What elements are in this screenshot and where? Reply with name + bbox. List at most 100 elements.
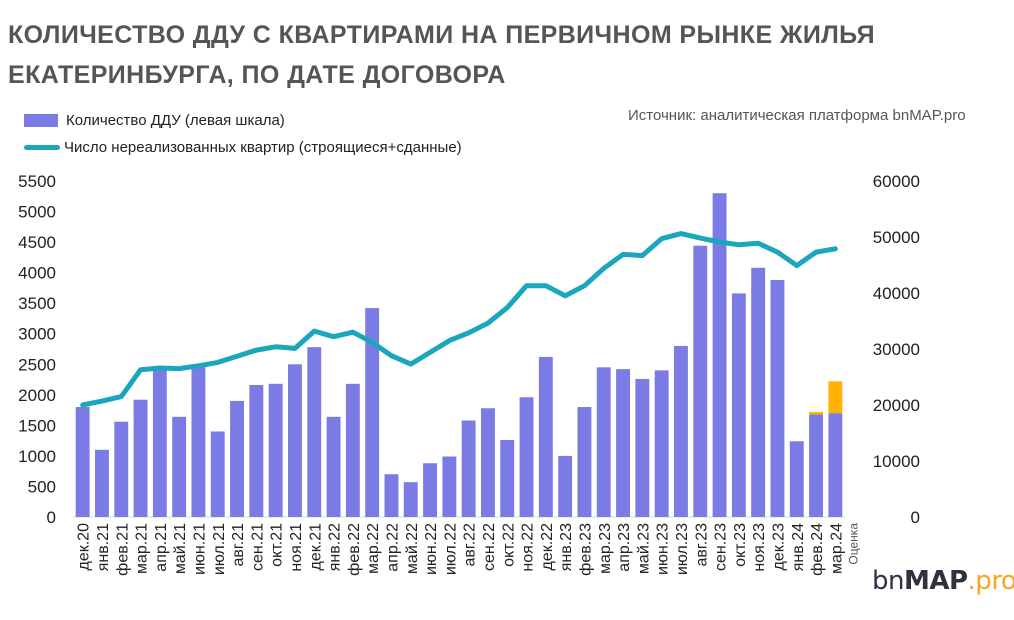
x-tick-label: июн.22 bbox=[423, 523, 440, 575]
x-tick-label: янв.22 bbox=[327, 523, 344, 571]
legend-item-unsold: Число нереализованных квартир (строящиес… bbox=[24, 139, 462, 156]
x-tick-label: дек.23 bbox=[770, 523, 787, 571]
bar-estimate bbox=[828, 381, 843, 414]
x-tick-label: июн.21 bbox=[191, 523, 208, 575]
bar-contracts bbox=[558, 455, 573, 517]
legend-line-swatch bbox=[24, 145, 60, 150]
bar-estimate bbox=[809, 411, 823, 415]
bar-contracts bbox=[365, 308, 380, 517]
y-right-tick-label: 50000 bbox=[873, 228, 920, 247]
bar-contracts bbox=[326, 416, 341, 517]
y-left-tick-label: 0 bbox=[47, 508, 56, 527]
chart-title-line-2: ЕКАТЕРИНБУРГА, ПО ДАТЕ ДОГОВОРА bbox=[8, 61, 506, 89]
bar-contracts bbox=[654, 370, 669, 517]
bar-contracts bbox=[114, 421, 129, 517]
x-tick-label: май.22 bbox=[404, 523, 421, 574]
x-tick-label: апр.21 bbox=[153, 523, 170, 572]
legend-bar-swatch bbox=[24, 114, 58, 127]
y-left-tick-label: 2500 bbox=[18, 355, 56, 374]
y-left-tick-label: 4500 bbox=[18, 233, 56, 252]
x-tick-label: июл.22 bbox=[442, 523, 459, 575]
bar-contracts bbox=[770, 279, 785, 517]
bar-contracts bbox=[538, 356, 553, 517]
logo-suffix: .pro bbox=[967, 566, 1014, 596]
x-tick-label: мар.23 bbox=[597, 523, 614, 574]
x-tick-label: ноя.21 bbox=[288, 523, 305, 572]
legend-unsold-label: Число нереализованных квартир (строящиес… bbox=[64, 139, 462, 156]
y-right-tick-label: 40000 bbox=[873, 284, 920, 303]
bar-contracts bbox=[423, 463, 437, 517]
x-tick-label: окт.21 bbox=[269, 523, 286, 567]
bar-contracts bbox=[616, 369, 630, 517]
x-tick-label: сен.22 bbox=[481, 523, 498, 571]
bar-contracts bbox=[210, 431, 225, 517]
bar-contracts bbox=[403, 482, 418, 517]
bar-contracts bbox=[751, 267, 766, 517]
x-tick-label: фев.21 bbox=[114, 523, 131, 576]
bar-contracts bbox=[172, 416, 187, 517]
bar-contracts bbox=[191, 365, 206, 517]
x-tick-label: ноя.23 bbox=[751, 523, 768, 572]
x-tick-label: апр.23 bbox=[616, 523, 633, 572]
bar-contracts bbox=[712, 193, 727, 517]
bar-contracts bbox=[75, 407, 90, 517]
x-tick-label: дек.22 bbox=[539, 523, 556, 571]
bar-contracts bbox=[635, 378, 650, 517]
legend-item-contracts: Количество ДДУ (левая шкала) bbox=[24, 112, 285, 129]
y-left-tick-label: 3500 bbox=[18, 294, 56, 313]
bar-contracts bbox=[152, 367, 167, 517]
logo-prefix: bn bbox=[872, 566, 904, 596]
x-tick-label: ноя.22 bbox=[520, 523, 537, 572]
y-left-tick-label: 1500 bbox=[18, 416, 56, 435]
bar-contracts bbox=[809, 414, 823, 517]
x-tick-label: июн.23 bbox=[655, 523, 672, 575]
x-tick-label: авг.21 bbox=[230, 523, 247, 567]
x-tick-label: дек.20 bbox=[76, 523, 93, 571]
bar-contracts bbox=[674, 345, 688, 517]
bar-contracts bbox=[288, 364, 302, 517]
x-tick-label: сен.23 bbox=[713, 523, 730, 571]
chart-title-line-1: КОЛИЧЕСТВО ДДУ С КВАРТИРАМИ НА ПЕРВИЧНОМ… bbox=[8, 21, 875, 49]
x-tick-label: сен.21 bbox=[249, 523, 266, 571]
bar-contracts bbox=[249, 385, 264, 517]
x-tick-label: июл.23 bbox=[674, 523, 691, 575]
bar-contracts bbox=[230, 400, 244, 517]
x-tick-label: мар.22 bbox=[365, 523, 382, 574]
bar-contracts bbox=[500, 440, 515, 517]
bar-contracts bbox=[596, 367, 611, 517]
x-tick-label: янв.24 bbox=[790, 523, 807, 571]
x-tick-label: окт.23 bbox=[732, 523, 749, 567]
y-left-tick-label: 1000 bbox=[18, 447, 56, 466]
source-note: Источник: аналитическая платформа bnMAP.… bbox=[628, 107, 966, 124]
x-tick-label: янв.21 bbox=[95, 523, 112, 571]
x-tick-label: май.21 bbox=[172, 523, 189, 574]
legend-contracts-label: Количество ДДУ (левая шкала) bbox=[66, 112, 285, 129]
bar-contracts bbox=[307, 347, 322, 517]
x-tick-label: мар.21 bbox=[134, 523, 151, 574]
bar-contracts bbox=[442, 456, 457, 517]
y-right-tick-label: 30000 bbox=[873, 340, 920, 359]
y-right-tick-label: 0 bbox=[911, 508, 920, 527]
y-left-tick-label: 500 bbox=[28, 477, 56, 496]
bar-contracts bbox=[133, 399, 148, 517]
bar-contracts bbox=[384, 474, 399, 517]
x-tick-label: май.23 bbox=[635, 523, 652, 574]
bar-contracts bbox=[95, 449, 109, 517]
bar-contracts bbox=[577, 407, 592, 517]
line-unsold-apartments bbox=[80, 231, 838, 408]
bar-contracts bbox=[789, 441, 804, 517]
x-tick-label: окт.22 bbox=[500, 523, 517, 567]
bar-contracts bbox=[461, 420, 476, 517]
estimate-note: Оценка bbox=[846, 523, 860, 565]
x-tick-label: июл.21 bbox=[211, 523, 228, 575]
x-tick-label: фев.24 bbox=[809, 523, 826, 576]
x-tick-label: янв.23 bbox=[558, 523, 575, 571]
bar-contracts bbox=[519, 397, 534, 517]
x-tick-label: авг.22 bbox=[462, 523, 479, 567]
bnmap-logo: bnMAP.pro bbox=[872, 566, 1014, 596]
y-right-tick-label: 60000 bbox=[873, 172, 920, 191]
x-tick-label: апр.22 bbox=[384, 523, 401, 572]
bar-contracts bbox=[268, 383, 283, 517]
y-left-tick-label: 3000 bbox=[18, 325, 56, 344]
